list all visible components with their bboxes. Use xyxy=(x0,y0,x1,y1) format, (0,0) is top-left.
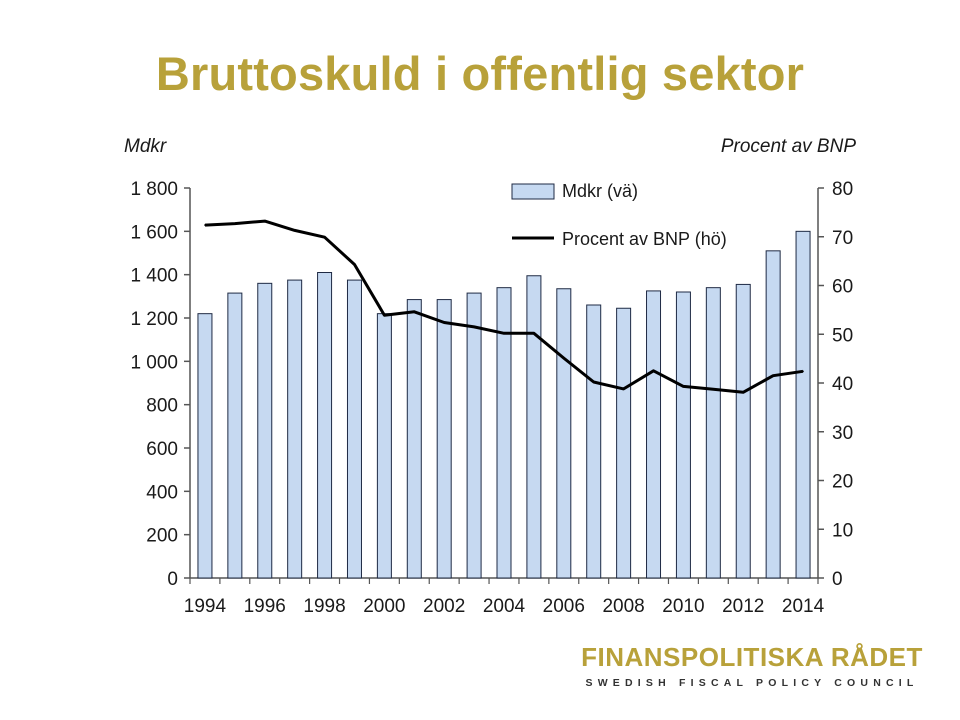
left-tick-label: 400 xyxy=(146,482,178,503)
left-tick-label: 1 800 xyxy=(130,179,178,200)
bar xyxy=(735,283,751,579)
bar xyxy=(526,275,542,579)
line-point xyxy=(533,332,535,335)
bar xyxy=(496,287,512,579)
bar xyxy=(376,313,392,579)
right-tick-label: 50 xyxy=(832,325,853,346)
bar xyxy=(675,291,691,579)
right-tick-label: 10 xyxy=(832,520,853,541)
x-tick-label: 1998 xyxy=(303,596,345,617)
line-series xyxy=(204,219,804,394)
bar xyxy=(586,304,602,579)
legend: Mdkr (vä) Procent av BNP (hö) xyxy=(511,181,727,249)
x-tick-label: 2014 xyxy=(782,596,825,617)
left-tick-label: 1 200 xyxy=(130,309,178,330)
bar xyxy=(406,299,422,579)
x-tick-label: 2002 xyxy=(423,596,465,617)
brand-name: FINANSPOLITISKA RÅDET xyxy=(581,642,923,672)
bar xyxy=(466,292,482,579)
right-axis-unit: Procent av BNP xyxy=(721,136,856,157)
right-tick-label: 20 xyxy=(832,472,853,493)
left-tick-label: 200 xyxy=(146,526,178,547)
x-tick-label: 2004 xyxy=(483,596,526,617)
brand-subtitle: SWEDISH FISCAL POLICY COUNCIL xyxy=(585,677,919,689)
line-point xyxy=(772,374,774,377)
bar-series xyxy=(197,230,811,579)
line-point xyxy=(263,220,266,222)
left-tick-label: 1 600 xyxy=(130,222,178,243)
bar xyxy=(317,272,333,579)
bar xyxy=(556,288,572,579)
left-tick-label: 600 xyxy=(146,439,178,460)
line-point xyxy=(503,332,505,335)
right-tick-label: 60 xyxy=(832,277,853,298)
bar xyxy=(646,290,662,579)
line-point xyxy=(383,314,386,317)
x-tick-label: 2012 xyxy=(722,596,764,617)
bar xyxy=(765,250,781,579)
line-point xyxy=(473,326,475,328)
x-tick-label: 1996 xyxy=(244,596,286,617)
x-tick-label: 1994 xyxy=(184,596,227,617)
line-point xyxy=(802,370,804,373)
bar xyxy=(287,279,303,579)
line-point xyxy=(742,391,745,394)
right-tick-label: 70 xyxy=(832,228,853,249)
legend-bar-label: Mdkr (vä) xyxy=(562,181,638,201)
line-point xyxy=(293,229,296,232)
line-point xyxy=(413,311,416,313)
bar xyxy=(197,313,213,579)
right-tick-label: 0 xyxy=(832,569,843,590)
legend-bar-swatch xyxy=(511,183,555,200)
line-point xyxy=(443,321,445,324)
left-axis-unit: Mdkr xyxy=(124,136,167,157)
left-tick-label: 800 xyxy=(146,396,178,417)
bar xyxy=(616,307,632,579)
left-tick-label: 1 000 xyxy=(130,352,178,373)
bar xyxy=(795,230,811,579)
bar xyxy=(705,287,721,579)
page-title: Bruttoskuld i offentlig sektor xyxy=(155,47,805,100)
line-point xyxy=(712,388,715,391)
bar xyxy=(436,299,452,579)
line-point xyxy=(323,236,326,239)
legend-line-label: Procent av BNP (hö) xyxy=(562,229,727,249)
line-point xyxy=(652,370,655,372)
line-point xyxy=(682,385,685,388)
right-tick-label: 40 xyxy=(832,374,853,395)
line-point xyxy=(204,224,206,226)
right-tick-label: 80 xyxy=(832,179,853,200)
left-tick-label: 0 xyxy=(167,569,178,590)
right-tick-label: 30 xyxy=(832,423,853,444)
bar xyxy=(227,292,243,579)
x-tick-label: 2000 xyxy=(363,596,405,617)
line-point xyxy=(234,222,236,225)
x-tick-label: 2010 xyxy=(662,596,704,617)
line-point xyxy=(353,263,356,266)
left-tick-label: 1 400 xyxy=(130,266,178,287)
x-tick-label: 2006 xyxy=(543,596,585,617)
x-tick-label: 2008 xyxy=(602,596,644,617)
brand-logo: FINANSPOLITISKA RÅDET SWEDISH FISCAL POL… xyxy=(560,642,944,689)
line-point xyxy=(622,388,625,390)
line-point xyxy=(592,381,595,383)
bar xyxy=(346,279,362,579)
line-point xyxy=(563,357,565,359)
bar xyxy=(257,282,273,579)
